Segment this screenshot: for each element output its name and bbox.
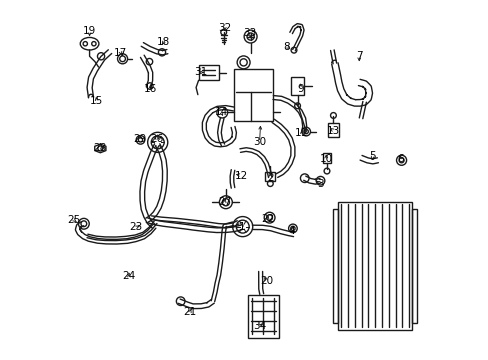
- Text: 15: 15: [90, 96, 103, 106]
- Text: 21: 21: [183, 307, 196, 317]
- Text: 4: 4: [288, 226, 295, 236]
- Text: 34: 34: [252, 321, 265, 331]
- Text: 22: 22: [261, 214, 274, 224]
- Bar: [290, 77, 304, 95]
- Text: 7: 7: [355, 51, 362, 61]
- Text: 20: 20: [260, 276, 273, 286]
- Text: 2: 2: [266, 173, 273, 183]
- Bar: [198, 65, 218, 80]
- Text: 11: 11: [295, 129, 308, 138]
- Text: 5: 5: [369, 150, 375, 161]
- Text: 28: 28: [94, 143, 107, 153]
- Text: 17: 17: [114, 48, 127, 58]
- Text: 9: 9: [297, 84, 304, 94]
- Text: 23: 23: [129, 222, 142, 232]
- Text: 10: 10: [319, 154, 332, 164]
- Text: 27: 27: [218, 197, 231, 207]
- Text: 29: 29: [133, 134, 146, 144]
- Text: 12: 12: [235, 171, 248, 181]
- Bar: [327, 123, 338, 137]
- Text: 18: 18: [157, 37, 170, 47]
- Text: 25: 25: [67, 215, 81, 225]
- Text: 31: 31: [194, 67, 207, 77]
- Text: 33: 33: [243, 28, 256, 38]
- Text: 24: 24: [122, 271, 135, 281]
- Text: 6: 6: [396, 154, 403, 164]
- Bar: [323, 153, 330, 163]
- Bar: [411, 209, 416, 323]
- Bar: [265, 172, 275, 181]
- Text: 32: 32: [218, 23, 231, 33]
- Bar: [338, 202, 411, 330]
- Text: 16: 16: [143, 84, 157, 94]
- Bar: [233, 69, 273, 121]
- Bar: [247, 295, 278, 338]
- Text: 13: 13: [326, 126, 339, 135]
- Text: 26: 26: [150, 134, 163, 144]
- Text: 3: 3: [317, 179, 323, 189]
- Bar: [332, 209, 338, 323]
- Text: 1: 1: [238, 222, 244, 232]
- Text: 8: 8: [283, 42, 289, 51]
- Text: 30: 30: [252, 138, 265, 147]
- Text: 14: 14: [214, 107, 227, 117]
- Text: 19: 19: [83, 26, 96, 36]
